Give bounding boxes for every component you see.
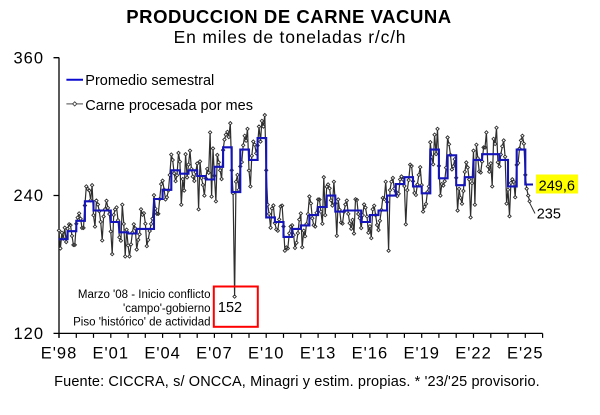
svg-text:E'25: E'25 (507, 345, 544, 363)
svg-text:Piso 'histórico' de actividad: Piso 'histórico' de actividad (73, 316, 210, 328)
svg-text:240: 240 (13, 187, 44, 205)
svg-text:PRODUCCION DE CARNE VACUNA: PRODUCCION DE CARNE VACUNA (126, 6, 451, 27)
svg-text:235: 235 (537, 207, 561, 223)
svg-text:E'98: E'98 (41, 345, 78, 363)
svg-text:360: 360 (13, 49, 44, 67)
svg-text:Carne procesada por mes: Carne procesada por mes (85, 98, 253, 114)
svg-text:E'22: E'22 (455, 345, 492, 363)
svg-text:E'16: E'16 (352, 345, 389, 363)
svg-text:'campo'-gobierno: 'campo'-gobierno (123, 303, 211, 315)
svg-text:Marzo '08 - Inicio conflicto: Marzo '08 - Inicio conflicto (78, 289, 211, 301)
svg-text:Fuente: CICCRA, s/ ONCCA, Mina: Fuente: CICCRA, s/ ONCCA, Minagri y esti… (54, 374, 540, 390)
svg-text:E'10: E'10 (248, 345, 285, 363)
svg-text:152: 152 (218, 300, 242, 316)
svg-text:E'19: E'19 (403, 345, 440, 363)
svg-text:120: 120 (13, 325, 44, 343)
svg-text:En miles de toneladas r/c/h: En miles de toneladas r/c/h (174, 27, 407, 47)
svg-text:E'13: E'13 (300, 345, 337, 363)
svg-text:249,6: 249,6 (539, 178, 575, 194)
svg-text:E'04: E'04 (144, 345, 181, 363)
svg-text:E'07: E'07 (196, 345, 233, 363)
svg-text:E'01: E'01 (93, 345, 130, 363)
svg-text:Promedio semestral: Promedio semestral (85, 73, 214, 89)
